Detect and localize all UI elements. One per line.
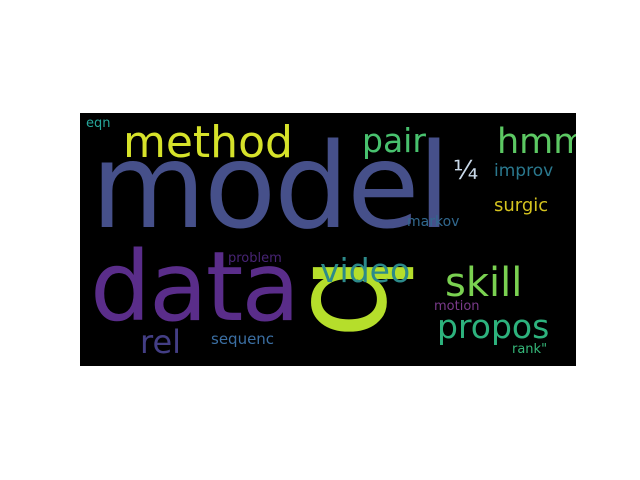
word-model: model [91,117,450,255]
word-propos: propos [437,307,550,346]
word-eqn: eqn [86,116,111,131]
word-rank: rank" [512,342,548,357]
word-motion: motion [434,299,480,314]
word-markov: markov [407,214,460,230]
word-rel: rel [140,323,182,361]
word-quarter: ¼ [453,156,479,186]
word-skill: skill [445,260,523,306]
word-surgic: surgic [494,195,549,216]
word-data: data [90,231,300,343]
word-improv: improv [494,161,554,181]
word-method: method [123,117,293,168]
word-hmm: hmm [497,122,576,162]
word-sequenc: sequenc [211,330,275,348]
word-video: video [320,251,411,290]
word-cloud: model data b method hmm pair skill video… [80,113,576,366]
word-pair: pair [362,121,426,160]
word-problem: problem [228,251,282,266]
